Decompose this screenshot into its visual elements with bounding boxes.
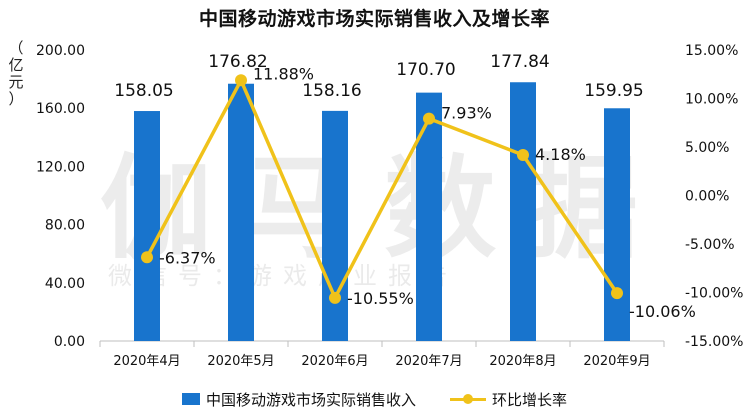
growth-value-label: -10.06% — [629, 302, 696, 321]
watermark-caption: 微信号：游戏产业报告 — [108, 262, 458, 290]
growth-value-label: 11.88% — [253, 64, 314, 83]
legend-bar-swatch — [181, 393, 200, 405]
y-right-tick-label: -15.00% — [685, 334, 743, 350]
bar — [228, 83, 254, 341]
x-tick-label: 2020年8月 — [489, 354, 556, 369]
growth-line — [145, 78, 619, 300]
y-axis-left-label-char: ） — [8, 90, 24, 108]
y-left-tick-label: 160.00 — [36, 101, 85, 117]
y-right-tick-label: -5.00% — [685, 237, 735, 253]
x-tick-label: 2020年6月 — [301, 354, 368, 369]
x-tick-label: 2020年7月 — [395, 354, 462, 369]
x-tick-label: 2020年9月 — [583, 354, 650, 369]
growth-value-label: 7.93% — [441, 104, 492, 123]
bar-value-label: 177.84 — [490, 52, 549, 72]
y-right-tick-label: -10.00% — [685, 286, 743, 302]
axes: 0.00 40.00 80.00 120.00 160.00 200.00 -15.00% -… — [36, 43, 743, 369]
y-axis-left-label-char: 元 — [8, 73, 24, 91]
x-tick-label: 2020年4月 — [113, 354, 180, 369]
growth-point — [423, 112, 435, 125]
data-labels: 158.05 176.82 158.16 170.70 177.84 159.95 -6.3… — [114, 52, 696, 321]
y-right-tick-label: 5.00% — [685, 140, 729, 156]
y-right-tick-label: 15.00% — [685, 43, 738, 59]
bar — [416, 92, 442, 341]
bar-value-label: 158.05 — [114, 81, 173, 101]
legend-label-revenue: 中国移动游戏市场实际销售收入 — [205, 390, 416, 409]
growth-value-label: 4.18% — [535, 145, 586, 164]
bar — [134, 111, 160, 341]
legend-line-swatch — [450, 393, 486, 405]
y-left-tick-label: 120.00 — [36, 159, 85, 175]
growth-point — [517, 148, 529, 161]
bar-value-label: 170.70 — [396, 60, 455, 80]
growth-point — [235, 74, 247, 87]
growth-point — [329, 291, 341, 304]
legend-item-growth: 环比增长率 — [450, 389, 567, 410]
bar-value-label: 159.95 — [584, 81, 643, 101]
growth-point — [141, 251, 153, 264]
line-series — [141, 74, 623, 304]
bar — [510, 82, 536, 341]
y-axis-left-label-char: （ — [8, 39, 24, 57]
y-axis-left-label-char: 亿 — [8, 56, 24, 74]
chart-title: 中国移动游戏市场实际销售收入及增长率 — [198, 8, 550, 30]
growth-value-label: -6.37% — [159, 248, 216, 267]
y-right-tick-label: 10.00% — [685, 92, 738, 108]
legend-label-growth: 环比增长率 — [492, 390, 568, 409]
growth-value-label: -10.55% — [347, 289, 414, 308]
x-tick-label: 2020年5月 — [207, 354, 274, 369]
y-left-tick-label: 80.00 — [45, 218, 85, 234]
legend-item-revenue: 中国移动游戏市场实际销售收入 — [181, 389, 416, 410]
bar — [604, 108, 630, 341]
y-left-tick-label: 40.00 — [45, 276, 85, 292]
bar-value-label: 158.16 — [302, 81, 361, 101]
growth-point — [611, 287, 623, 300]
legend: 中国移动游戏市场实际销售收入 环比增长率 — [0, 387, 749, 411]
y-left-tick-label: 0.00 — [54, 334, 85, 350]
bar-value-label: 176.82 — [208, 52, 267, 72]
y-axis-left-label: （亿元） — [6, 40, 26, 108]
y-right-tick-label: 0.00% — [685, 189, 729, 205]
bar — [322, 110, 348, 341]
y-left-tick-label: 200.00 — [36, 43, 85, 59]
watermark-logo: 伽马数据 — [100, 144, 668, 274]
bar-series — [134, 82, 630, 341]
